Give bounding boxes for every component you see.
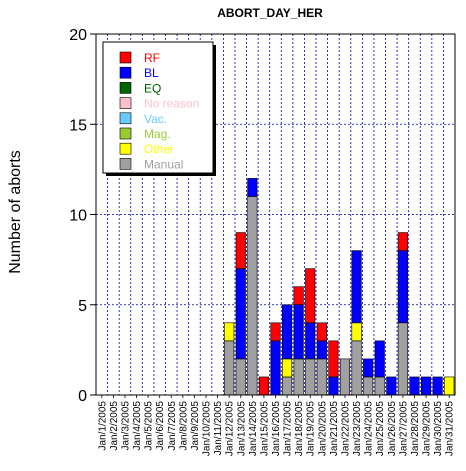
bar-segment xyxy=(270,322,281,342)
x-tick-label: Jan/5/2005 xyxy=(144,401,155,451)
y-tick-label: 15 xyxy=(69,117,87,134)
legend-swatch xyxy=(119,127,132,140)
bar-segment xyxy=(351,250,362,324)
x-tick-label: Jan/23/2005 xyxy=(352,401,363,456)
bar-segment xyxy=(374,340,385,378)
x-tick-label: Jan/31/2005 xyxy=(445,401,456,456)
x-tick-label: Jan/25/2005 xyxy=(375,401,386,456)
x-tick-label: Jan/29/2005 xyxy=(422,401,433,456)
x-tick-label: Jan/1/2005 xyxy=(97,401,108,451)
bar-segment xyxy=(258,376,269,396)
bar-segment xyxy=(386,376,397,396)
bar-segment xyxy=(328,376,339,396)
bar-segment xyxy=(316,340,327,360)
bar-segment xyxy=(374,376,385,396)
legend-swatch xyxy=(119,142,132,155)
x-tick-label: Jan/2/2005 xyxy=(109,401,120,451)
legend-label: EQ xyxy=(144,81,161,95)
x-tick-label: Jan/11/2005 xyxy=(213,401,224,456)
bar-segment xyxy=(224,340,235,396)
bar-segment xyxy=(409,376,420,396)
x-tick-label: Jan/24/2005 xyxy=(364,401,375,456)
bar-segment xyxy=(224,322,235,342)
bar-segment xyxy=(363,376,374,396)
x-tick-label: Jan/27/2005 xyxy=(398,401,409,456)
y-axis-label: Number of aborts xyxy=(7,150,24,274)
bar-segment xyxy=(270,340,281,396)
chart-title: ABORT_DAY_HER xyxy=(217,6,323,20)
x-tick-label: Jan/22/2005 xyxy=(340,401,351,456)
legend-label: Vac. xyxy=(144,112,167,126)
legend-label: Manual xyxy=(144,157,183,171)
x-tick-label: Jan/26/2005 xyxy=(387,401,398,456)
legend-swatch xyxy=(119,51,132,64)
bar-segment xyxy=(328,340,339,378)
legend-label: BL xyxy=(144,66,159,80)
legend-swatch xyxy=(119,97,132,109)
x-tick-label: Jan/10/2005 xyxy=(202,401,213,456)
x-tick-label: Jan/15/2005 xyxy=(259,401,270,456)
bar-segment xyxy=(293,304,304,360)
bar-segment xyxy=(432,376,443,396)
x-tick-label: Jan/3/2005 xyxy=(120,401,131,451)
bar-segment xyxy=(316,322,327,342)
bar-segment xyxy=(235,358,246,396)
x-tick-label: Jan/12/2005 xyxy=(225,401,236,456)
x-tick-label: Jan/6/2005 xyxy=(155,401,166,451)
x-tick-label: Jan/16/2005 xyxy=(271,401,282,456)
legend-label: No reason xyxy=(144,97,199,111)
y-tick-label: 0 xyxy=(78,388,87,405)
bar-segment xyxy=(282,376,293,396)
bar-segment xyxy=(351,322,362,342)
x-tick-label: Jan/18/2005 xyxy=(294,401,305,456)
x-tick-label: Jan/21/2005 xyxy=(329,401,340,456)
y-tick-label: 5 xyxy=(78,298,87,315)
bar-segment xyxy=(235,268,246,360)
legend-swatch xyxy=(119,158,132,170)
bar-segment xyxy=(293,286,304,306)
x-tick-label: Jan/20/2005 xyxy=(317,401,328,456)
bar-segment xyxy=(247,196,258,396)
bar-segment xyxy=(247,178,258,197)
legend-swatch xyxy=(119,112,132,125)
bar-segment xyxy=(444,376,455,396)
x-tick-label: Jan/13/2005 xyxy=(236,401,247,456)
bar-segment xyxy=(305,268,316,324)
legend-swatch xyxy=(119,66,132,79)
legend-label: Other xyxy=(144,142,174,156)
x-ticks-layer: Jan/1/2005 Jan/2/2005 Jan/3/2005 Jan/4/2005… xyxy=(97,395,456,456)
x-tick-label: Jan/19/2005 xyxy=(306,401,317,456)
bar-segment xyxy=(305,322,316,360)
y-tick-label: 10 xyxy=(69,208,87,225)
y-ticks-layer: 0 5 10 15 20 xyxy=(69,27,96,405)
legend-label: Mag. xyxy=(144,127,171,141)
legend-swatch xyxy=(119,82,132,94)
x-tick-label: Jan/9/2005 xyxy=(190,401,201,451)
x-tick-label: Jan/17/2005 xyxy=(283,401,294,456)
bar-segment xyxy=(235,232,246,269)
bar-segment xyxy=(363,358,374,378)
x-tick-label: Jan/30/2005 xyxy=(433,401,444,456)
bar-segment xyxy=(339,358,351,396)
bar-segment xyxy=(397,232,408,251)
bar-segment xyxy=(282,358,293,378)
legend-label: RF xyxy=(144,51,160,65)
x-tick-label: Jan/4/2005 xyxy=(132,401,143,451)
bar-segment xyxy=(421,376,432,396)
bar-segment xyxy=(282,304,293,360)
x-tick-label: Jan/7/2005 xyxy=(167,401,178,451)
bar-segment xyxy=(305,358,316,396)
x-tick-label: Jan/8/2005 xyxy=(178,401,189,451)
y-tick-label: 20 xyxy=(69,27,87,44)
bar-segment xyxy=(293,358,304,396)
x-tick-label: Jan/14/2005 xyxy=(248,401,259,456)
bar-segment xyxy=(351,340,362,396)
bar-segment xyxy=(397,322,408,396)
bar-segment xyxy=(397,250,408,324)
x-tick-label: Jan/28/2005 xyxy=(410,401,421,456)
bar-segment xyxy=(316,358,327,396)
bars-layer xyxy=(224,178,455,396)
